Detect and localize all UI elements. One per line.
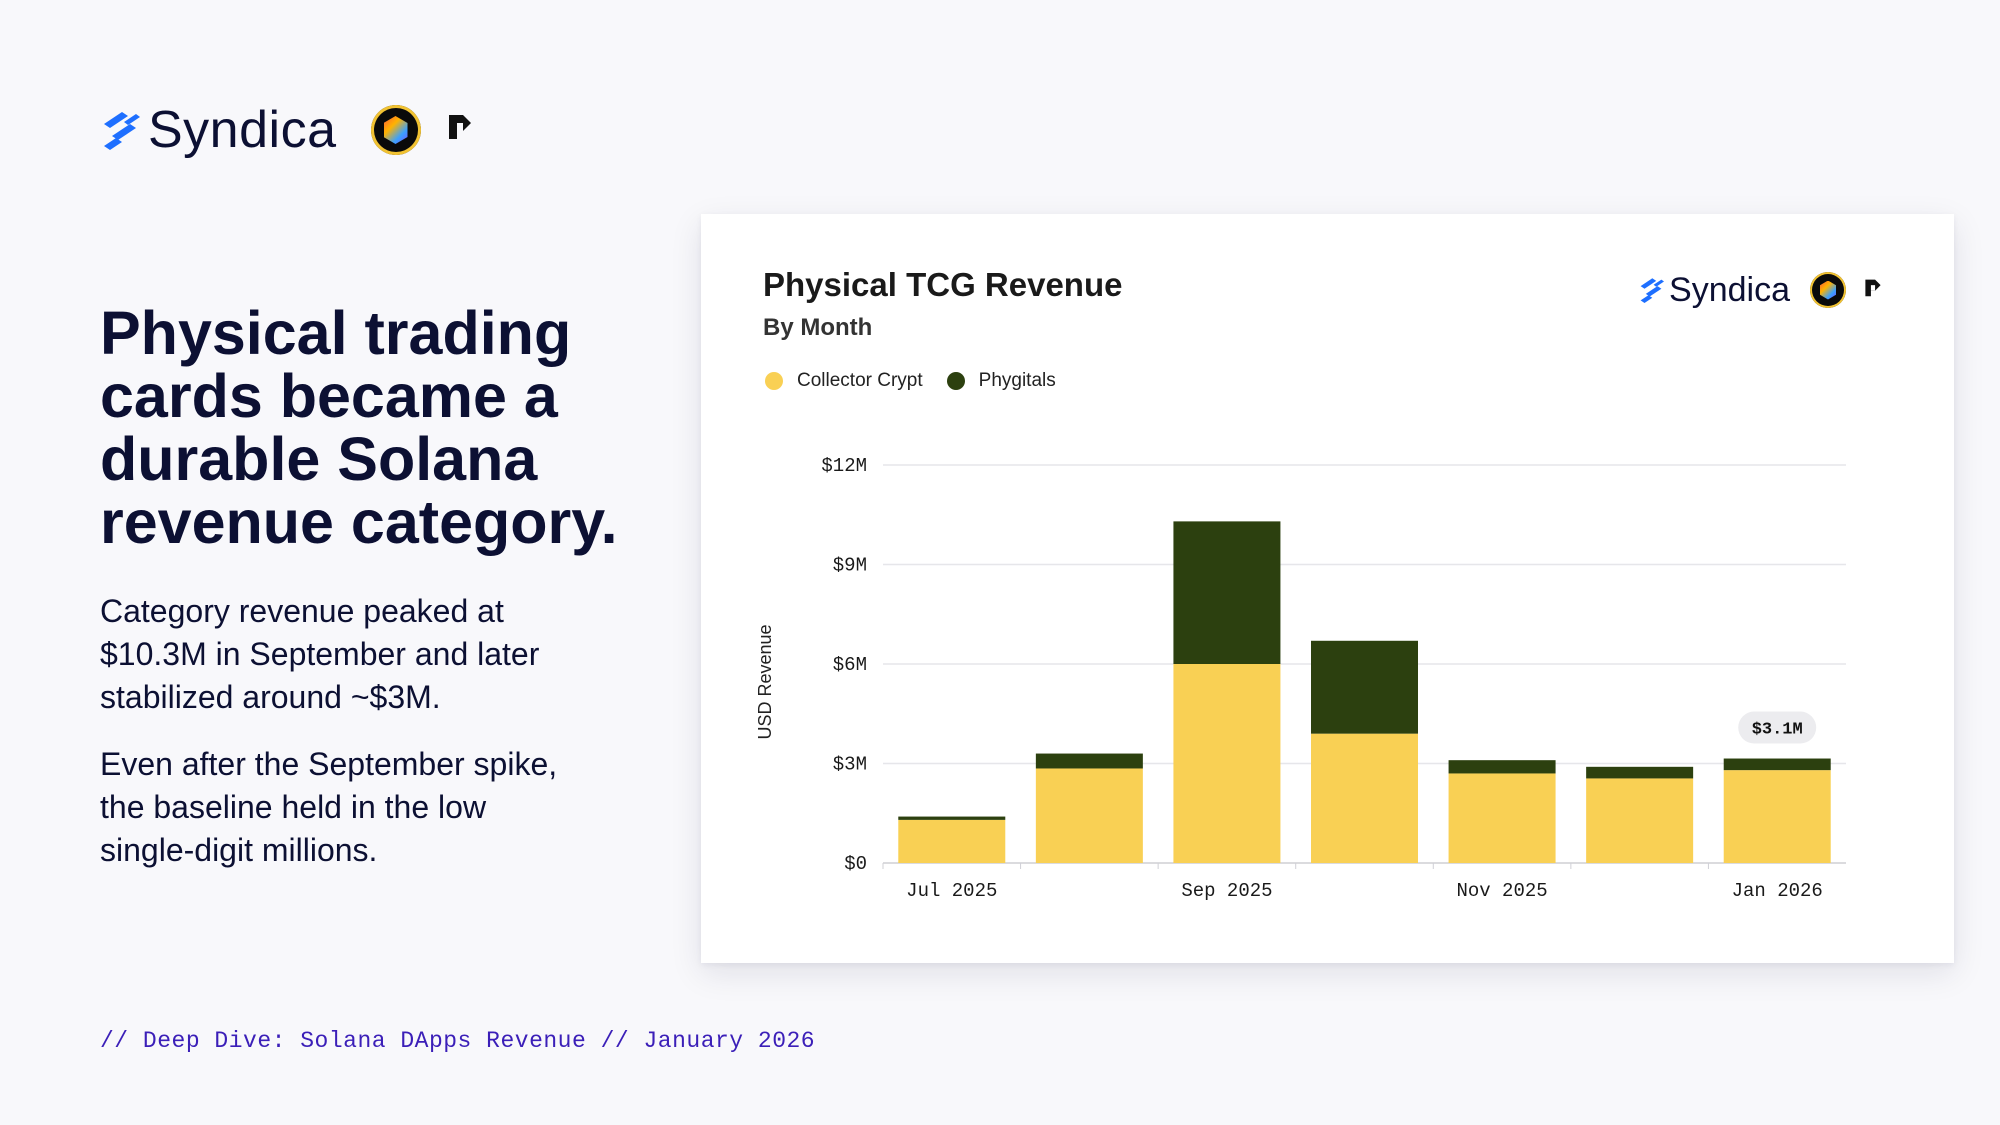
x-tick-label: Sep 2025 [1181, 880, 1272, 902]
bar-phygitals [1311, 640, 1418, 734]
bar-collector-crypt [898, 819, 1006, 863]
chart-legend: Collector Crypt Phygitals [765, 370, 1080, 392]
chart-subtitle: By Month [763, 314, 873, 341]
phygitals-logo-icon [1865, 279, 1881, 297]
y-tick-label: $0 [844, 853, 867, 875]
legend-label-collector-crypt: Collector Crypt [797, 370, 923, 391]
card-brand: Syndica [1638, 270, 1882, 310]
bar-collector-crypt [1586, 778, 1694, 863]
bar-collector-crypt [1173, 664, 1281, 863]
bar-phygitals [898, 816, 1006, 820]
legend-swatch-phygitals [946, 372, 965, 390]
y-axis-label: USD Revenue [755, 624, 775, 739]
phygitals-logo-icon [448, 115, 471, 139]
bar-phygitals [1586, 766, 1694, 779]
summary-paragraph: Category revenue peaked at $10.3M in Sep… [100, 593, 540, 715]
bar-collector-crypt [1448, 773, 1556, 863]
chart-card: Physical TCG Revenue By Month Collector … [701, 214, 1954, 963]
bar-collector-crypt [1311, 733, 1418, 863]
bar-collector-crypt [1035, 768, 1143, 863]
syndica-logo-icon [1640, 278, 1665, 303]
y-tick-label: $6M [833, 654, 867, 676]
bar-phygitals [1035, 753, 1143, 769]
collector-crypt-logo-icon [1810, 272, 1846, 308]
legend-item-phygitals: Phygitals [946, 370, 1056, 392]
brand-row: Syndica [100, 100, 473, 160]
bar-phygitals [1723, 758, 1831, 771]
y-tick-label: $9M [833, 555, 867, 577]
annotation-label: $3.1M [1752, 721, 1803, 740]
collector-crypt-logo-icon [370, 105, 421, 155]
syndica-wordmark: Syndica [148, 101, 337, 159]
legend-item-collector-crypt: Collector Crypt [765, 370, 923, 392]
y-tick-label: $12M [821, 455, 867, 477]
bar-collector-crypt [1723, 770, 1831, 863]
chart-title: Physical TCG Revenue [763, 266, 1123, 303]
y-tick-label: $3M [833, 754, 867, 776]
baseline-paragraph: Even after the September spike, the base… [100, 746, 558, 868]
footer-caption: // Deep Dive: Solana DApps Revenue // Ja… [100, 1028, 816, 1054]
x-tick-label: Jul 2025 [906, 880, 997, 902]
x-tick-label: Nov 2025 [1456, 880, 1547, 902]
bar-phygitals [1448, 760, 1556, 774]
annotation-badge [1738, 711, 1817, 744]
legend-label-phygitals: Phygitals [978, 370, 1056, 391]
headline: Physical trading cards became a durable … [100, 299, 618, 556]
bar-phygitals [1173, 521, 1281, 664]
syndica-wordmark: Syndica [1669, 270, 1790, 309]
stacked-bar-chart: $0 $3M $6M $9M $12M USD Revenue Jul 2025 Sep 20… [755, 455, 1846, 902]
syndica-logo-icon [104, 112, 140, 150]
x-tick-label: Jan 2026 [1732, 880, 1823, 902]
legend-swatch-collector-crypt [765, 372, 783, 390]
